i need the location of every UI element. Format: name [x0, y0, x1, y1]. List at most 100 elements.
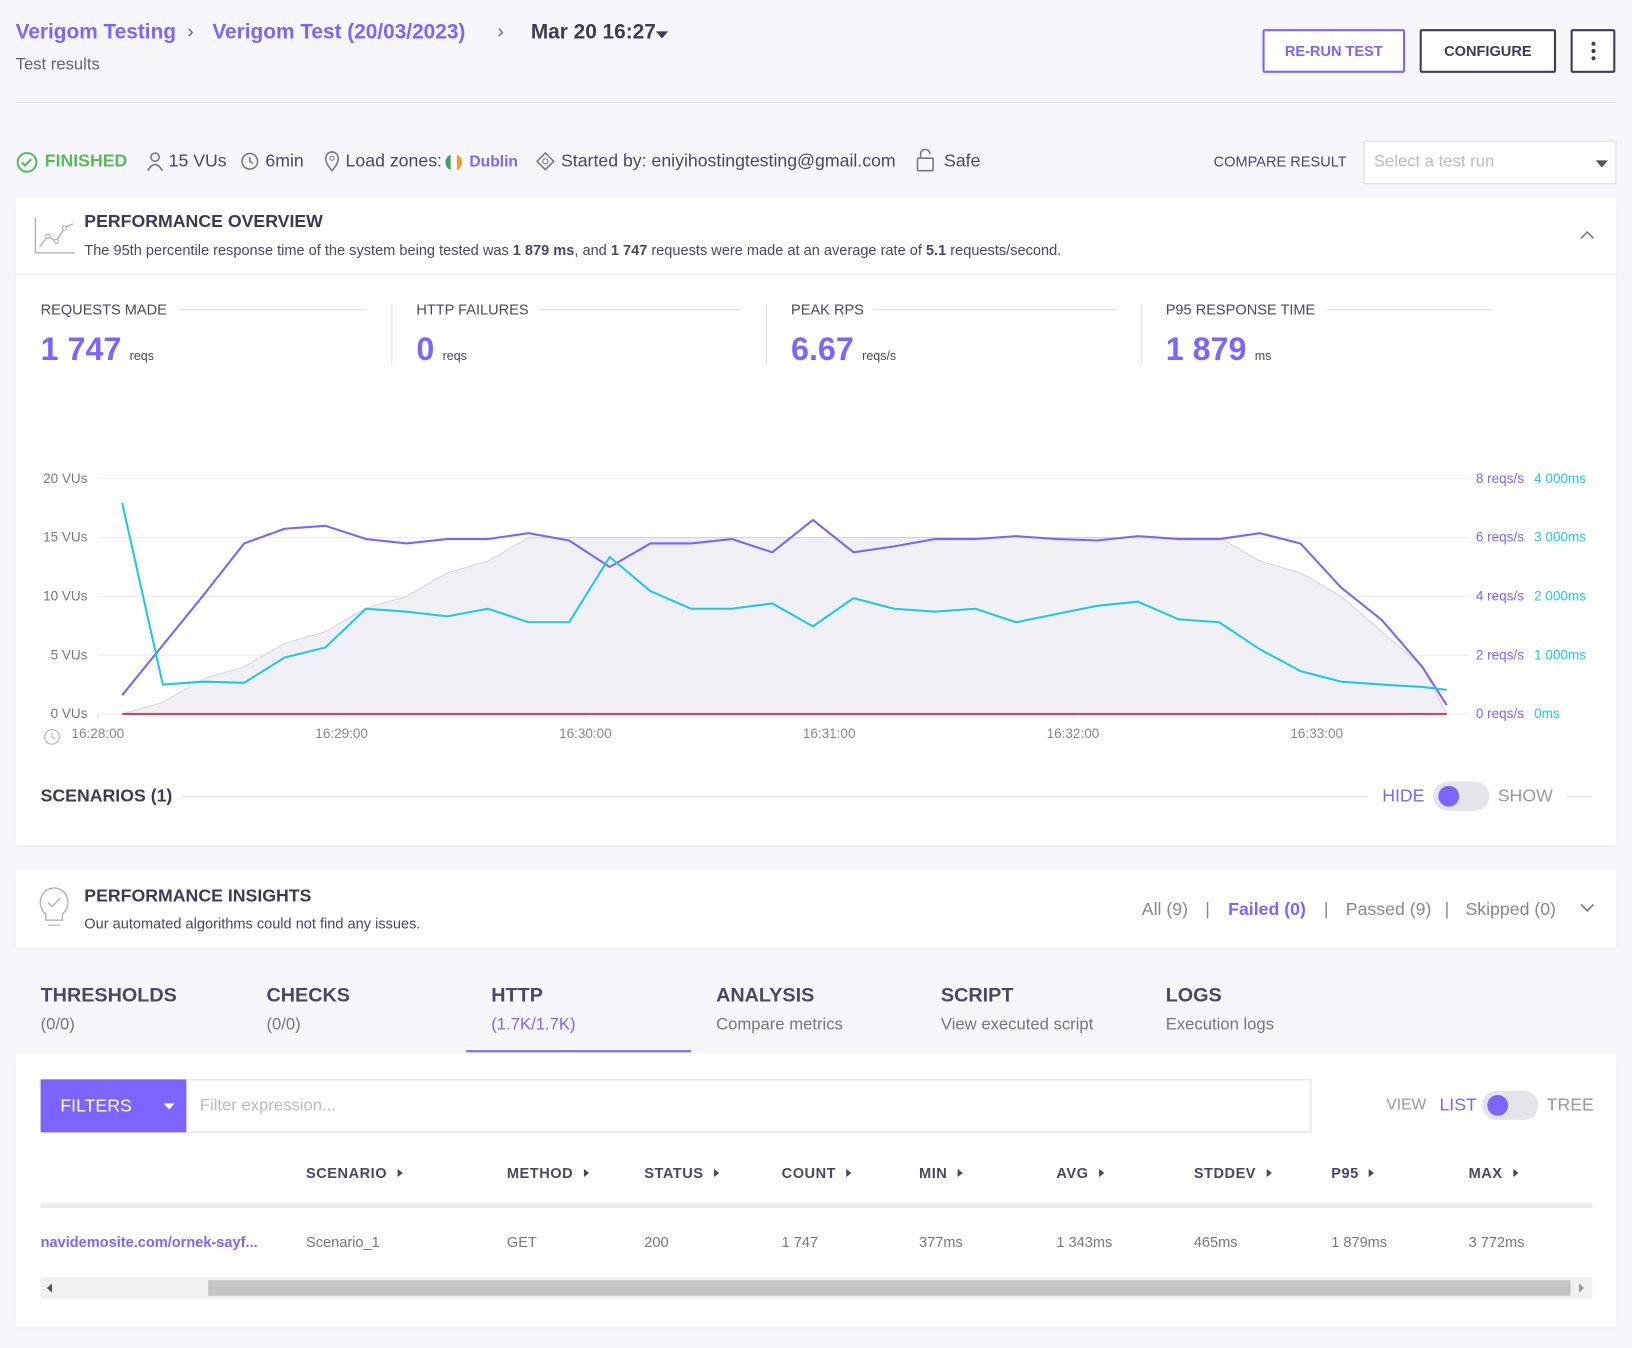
y-tick-label: 15 VUs — [43, 530, 88, 545]
filter-sep: | — [1205, 899, 1210, 920]
scroll-thumb[interactable] — [208, 1280, 1571, 1296]
filters-button[interactable]: FILTERS — [40, 1079, 187, 1133]
divider — [15, 273, 1617, 275]
overview-summary: The 95th percentile response time of the… — [84, 241, 1061, 258]
insights-icon — [39, 887, 69, 926]
metric-number: 1 879 — [1165, 330, 1247, 368]
tab-sub: (1.7K/1.7K) — [491, 1015, 576, 1034]
insights-title: PERFORMANCE INSIGHTS — [84, 885, 312, 906]
breadcrumb-link[interactable]: Verigom Test (20/03/2023) — [212, 20, 466, 44]
y2-tick-label: 4 reqs/s — [1476, 589, 1524, 604]
breadcrumb-sep: › — [187, 20, 194, 42]
column-header[interactable]: STATUS — [644, 1165, 720, 1181]
sort-icon — [957, 1168, 963, 1178]
tab-title[interactable]: THRESHOLDS — [40, 984, 177, 1007]
column-header[interactable]: MIN — [919, 1165, 963, 1181]
scroll-left[interactable] — [46, 1283, 53, 1293]
metric-unit: reqs — [129, 348, 154, 364]
endpoint-link[interactable]: navidemosite.com/ornek-sayf... — [40, 1233, 258, 1251]
compare-placeholder: Select a test run — [1373, 152, 1495, 171]
metric-rule — [179, 309, 367, 311]
x-tick-label: 16:31:00 — [803, 726, 856, 741]
metric-rule — [874, 309, 1116, 311]
vus-area — [122, 537, 1448, 715]
filter-all[interactable]: All (9) — [1141, 899, 1188, 920]
table-cell: 1 343ms — [1056, 1233, 1113, 1251]
metric-unit: reqs — [442, 348, 467, 364]
chart: 0 VUs 5 VUs 10 VUs 15 VUs 20 VUs 0 reqs/s 2 re… — [43, 471, 1586, 745]
pin-icon — [324, 151, 340, 172]
status-zones-label: Load zones: — [345, 150, 442, 171]
view-toggle[interactable] — [1482, 1090, 1539, 1120]
metric-unit: ms — [1254, 348, 1272, 364]
column-header[interactable]: COUNT — [782, 1165, 852, 1181]
y-tick-label: 0 VUs — [51, 706, 88, 721]
filter-sep: | — [1444, 899, 1450, 920]
caret — [655, 31, 669, 39]
tree-option[interactable]: TREE — [1546, 1094, 1594, 1115]
metric-label: P95 RESPONSE TIME — [1165, 300, 1316, 318]
more-button[interactable] — [1570, 29, 1616, 73]
active-tab-indicator — [466, 1050, 692, 1053]
status-duration: 6min — [265, 150, 304, 171]
rule — [1566, 796, 1593, 798]
column-header[interactable]: MAX — [1469, 1165, 1519, 1181]
status-zone[interactable]: Dublin — [469, 152, 518, 171]
filter-skipped[interactable]: Skipped (0) — [1465, 899, 1556, 920]
table-cell: 1 879ms — [1331, 1233, 1388, 1251]
tab-title[interactable]: ANALYSIS — [716, 984, 815, 1007]
tab-sub: (0/0) — [40, 1015, 75, 1034]
y3-tick-label: 2 000ms — [1534, 589, 1586, 604]
tab-sub: Compare metrics — [716, 1015, 843, 1034]
column-header[interactable]: AVG — [1056, 1165, 1105, 1181]
metric-label: HTTP FAILURES — [416, 300, 529, 318]
scenarios-toggle[interactable] — [1433, 781, 1490, 811]
rerun-button[interactable]: RE-RUN TEST — [1262, 29, 1406, 73]
column-header[interactable]: STDDEV — [1194, 1165, 1272, 1181]
tab-title[interactable]: SCRIPT — [940, 984, 1014, 1007]
run-selector[interactable]: Mar 20 16:27 — [530, 20, 656, 44]
toggle-knob — [1438, 785, 1460, 807]
collapse-icon[interactable] — [1580, 230, 1595, 239]
summary-text: The 95th percentile response time of the… — [84, 241, 513, 259]
tab-title[interactable]: CHECKS — [266, 984, 350, 1007]
x-tick-label: 16:30:00 — [559, 726, 612, 741]
y-tick-label: 5 VUs — [51, 647, 88, 662]
filter-input[interactable]: Filter expression... — [186, 1079, 1312, 1133]
sort-icon — [1266, 1168, 1272, 1178]
tab-title[interactable]: HTTP — [491, 984, 543, 1007]
status-safety: Safe — [944, 150, 981, 171]
summary-rate: 5.1 — [925, 241, 947, 259]
filter-passed[interactable]: Passed (9) — [1345, 899, 1432, 920]
column-header[interactable]: METHOD — [507, 1165, 589, 1181]
filter-sep: | — [1323, 899, 1329, 920]
compare-select[interactable]: Select a test run — [1363, 140, 1617, 185]
divider — [15, 101, 1617, 104]
tab-title[interactable]: LOGS — [1165, 984, 1222, 1007]
column-header[interactable]: P95 — [1331, 1165, 1375, 1181]
view-label: VIEW — [1386, 1095, 1427, 1114]
series-line — [121, 502, 1447, 691]
filter-failed[interactable]: Failed (0) — [1228, 899, 1306, 920]
list-option[interactable]: LIST — [1439, 1094, 1477, 1115]
configure-button[interactable]: CONFIGURE — [1419, 29, 1557, 73]
clock-icon — [241, 152, 259, 170]
scrollbar[interactable] — [40, 1277, 1593, 1299]
y3-tick-label: 3 000ms — [1534, 530, 1586, 545]
metric-rule — [1327, 309, 1492, 311]
hide-option[interactable]: HIDE — [1382, 785, 1425, 806]
column-header[interactable]: SCENARIO — [306, 1165, 403, 1181]
y2-tick-label: 6 reqs/s — [1476, 530, 1524, 545]
breadcrumb-sep: › — [497, 20, 504, 42]
scroll-right[interactable] — [1578, 1283, 1585, 1293]
metric-value: 1 747 reqs — [41, 331, 154, 368]
breadcrumb-link[interactable]: Verigom Testing — [15, 20, 177, 44]
expand-icon[interactable] — [1580, 903, 1595, 912]
show-option[interactable]: SHOW — [1497, 785, 1553, 806]
sort-icon — [397, 1168, 403, 1178]
caret — [163, 1103, 175, 1110]
table-cell: 465ms — [1193, 1233, 1238, 1251]
summary-text: requests/second. — [946, 241, 1062, 259]
sort-icon — [583, 1168, 589, 1178]
table-cell: 200 — [644, 1233, 669, 1251]
